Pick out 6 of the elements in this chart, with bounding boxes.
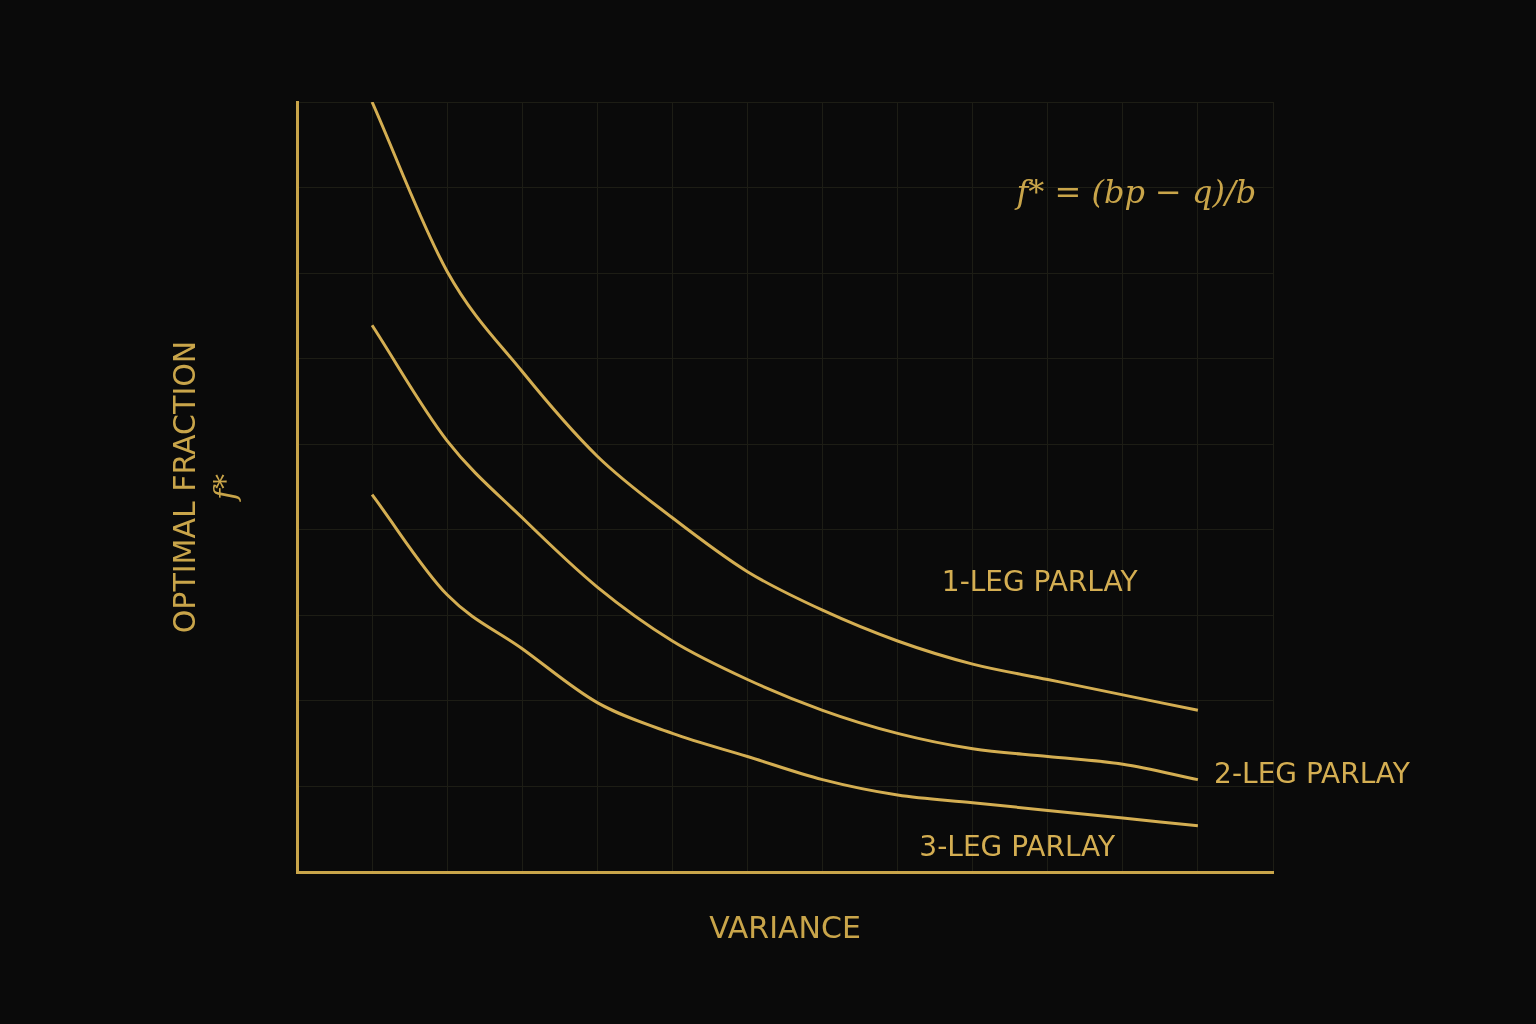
series-label: 1-LEG PARLAY (941, 564, 1139, 598)
annotation: f* = (bp − q)/b (1014, 172, 1257, 211)
y-axis-title: OPTIMAL FRACTION f* (166, 340, 242, 634)
series-label: 2-LEG PARLAY (1214, 757, 1411, 791)
series-label: 3-LEG PARLAY (919, 830, 1117, 864)
x-axis-title: VARIANCE (709, 909, 861, 945)
